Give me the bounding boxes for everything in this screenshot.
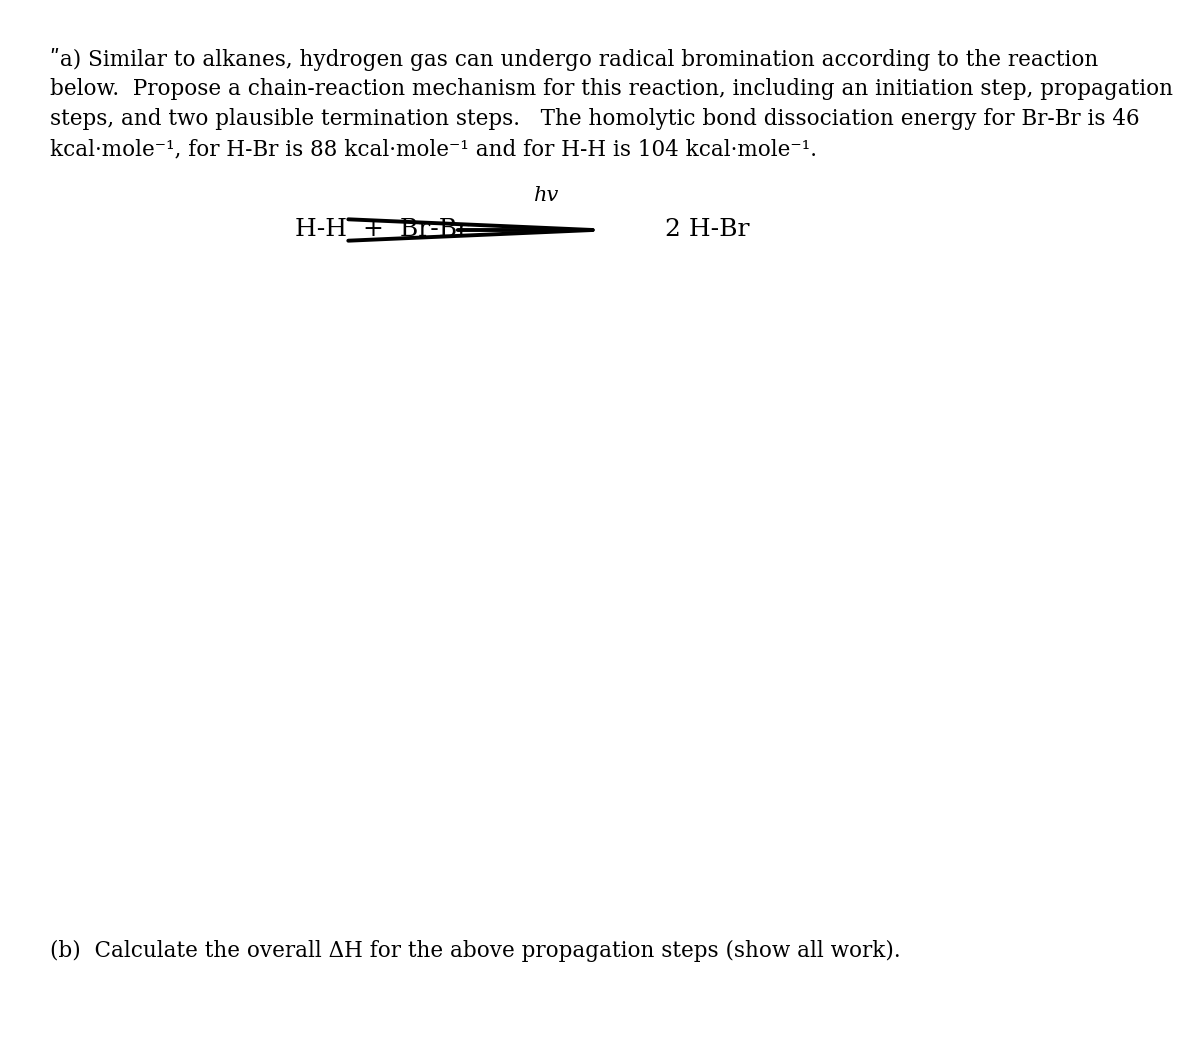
Text: kcal·mole⁻¹, for H-Br is 88 kcal·mole⁻¹ and for H-H is 104 kcal·mole⁻¹.: kcal·mole⁻¹, for H-Br is 88 kcal·mole⁻¹ … xyxy=(50,138,817,160)
Text: 2 H-Br: 2 H-Br xyxy=(665,218,750,241)
Text: below.  Propose a chain-reaction mechanism for this reaction, including an initi: below. Propose a chain-reaction mechanis… xyxy=(50,78,1174,100)
Text: (b)  Calculate the overall ΔH for the above propagation steps (show all work).: (b) Calculate the overall ΔH for the abo… xyxy=(50,940,901,962)
Text: ʺa) Similar to alkanes, hydrogen gas can undergo radical bromination according t: ʺa) Similar to alkanes, hydrogen gas can… xyxy=(50,48,1098,71)
Text: steps, and two plausible termination steps.   The homolytic bond dissociation en: steps, and two plausible termination ste… xyxy=(50,108,1140,130)
Text: hv: hv xyxy=(534,185,559,205)
Text: H-H  +  Br-Br: H-H + Br-Br xyxy=(295,218,469,241)
